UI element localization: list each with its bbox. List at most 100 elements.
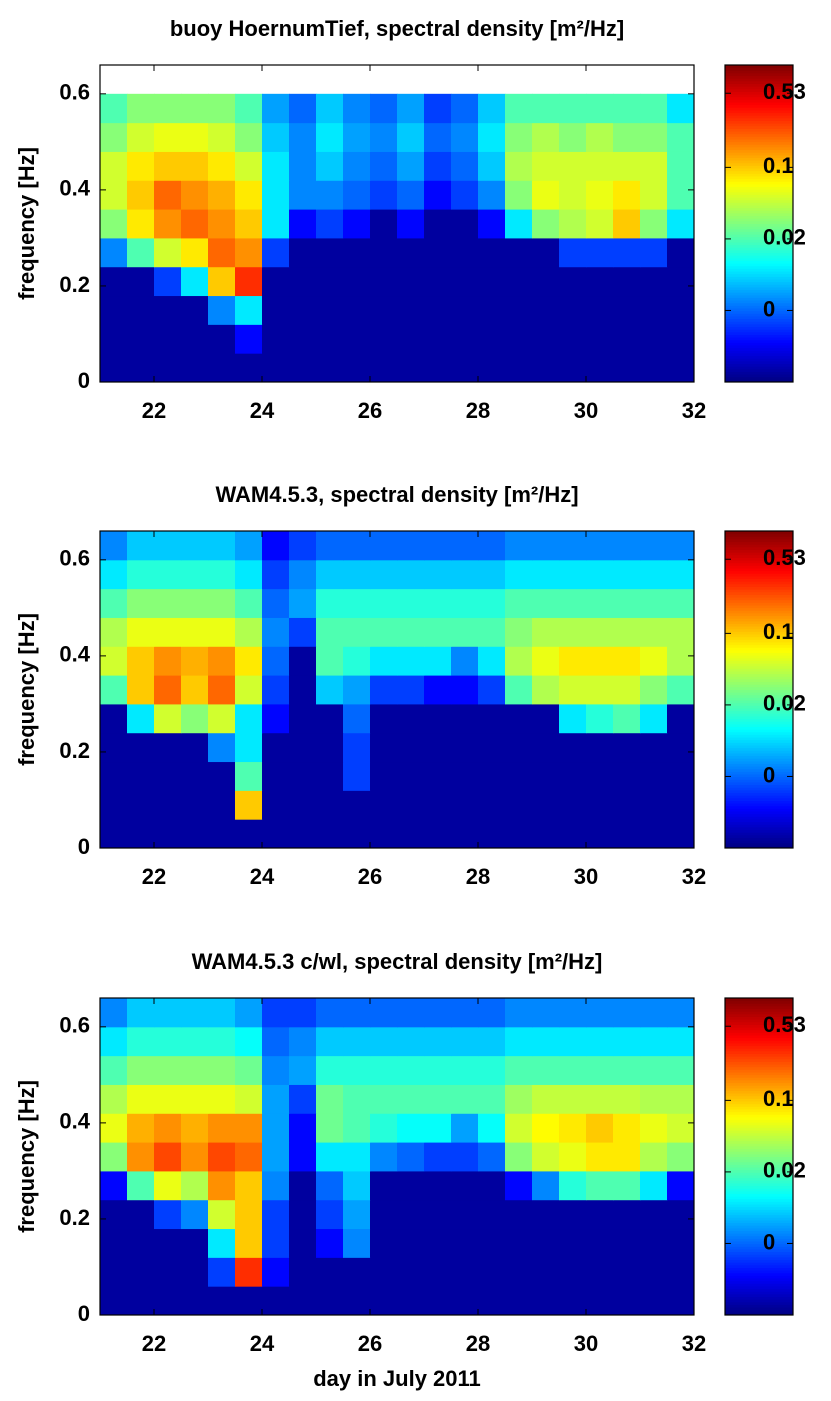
heatmap-cell: [424, 617, 452, 647]
colorbar-step: [725, 363, 793, 367]
heatmap-cell: [181, 1055, 209, 1085]
colorbar-step: [725, 1061, 793, 1065]
heatmap-cell: [451, 617, 479, 647]
heatmap-cell: [613, 266, 641, 297]
heatmap-cell: [532, 1084, 560, 1114]
colorbar-frame: [724, 64, 794, 383]
colorbar-step: [725, 1172, 793, 1176]
heatmap-cell: [208, 93, 236, 124]
heatmap-cell: [640, 790, 668, 820]
heatmap-cell: [262, 617, 290, 647]
heatmap-cell: [478, 588, 506, 618]
heatmap-cell: [370, 998, 398, 1028]
heatmap-cell: [586, 588, 614, 618]
heatmap-cell: [100, 266, 128, 297]
heatmap-cell: [505, 1257, 533, 1287]
colorbar-step: [725, 1153, 793, 1157]
heatmap-cell: [208, 1026, 236, 1057]
heatmap-cell: [532, 353, 560, 383]
heatmap-cell: [478, 1199, 506, 1230]
heatmap-cell: [343, 122, 371, 152]
heatmap-cell: [127, 531, 155, 561]
colorbar-step: [725, 737, 793, 741]
colorbar-step: [725, 1259, 793, 1263]
heatmap-cell: [100, 1170, 128, 1201]
heatmap-cell: [532, 1199, 560, 1230]
heatmap-cell: [505, 1055, 533, 1085]
heatmap-cell: [316, 93, 344, 124]
colorbar-step: [725, 297, 793, 301]
colorbar-step: [725, 175, 793, 180]
heatmap-cell: [343, 295, 371, 325]
heatmap-cell: [505, 93, 533, 124]
heatmap-cell: [397, 266, 425, 297]
heatmap-cell: [235, 1170, 263, 1201]
colorbar-step: [725, 1248, 793, 1253]
colorbar-step: [725, 165, 793, 169]
heatmap-cell: [424, 237, 452, 268]
colorbar-step: [725, 186, 793, 190]
heatmap-cell: [559, 1084, 587, 1114]
colorbar-step: [725, 620, 793, 624]
heatmap-cell: [343, 209, 371, 239]
heatmap-cell: [289, 93, 317, 124]
y-tick-label: 0: [78, 1301, 90, 1326]
heatmap-cell: [586, 237, 614, 268]
colorbar-step: [725, 226, 793, 230]
heatmap-cell: [100, 617, 128, 647]
heatmap-cell: [262, 588, 290, 618]
colorbar-step: [725, 112, 793, 116]
heatmap-cell: [532, 998, 560, 1028]
plot-frame: [99, 64, 695, 383]
heatmap-cell: [181, 122, 209, 152]
heatmap-cell: [235, 1113, 263, 1143]
heatmap-cell: [397, 1055, 425, 1085]
colorbar-step: [725, 1196, 793, 1200]
heatmap-cell: [343, 1286, 371, 1316]
heatmap-cell: [235, 998, 263, 1028]
heatmap-cell: [154, 151, 182, 181]
heatmap-cell: [559, 1286, 587, 1316]
heatmap-cell: [505, 324, 533, 354]
colorbar-step: [725, 115, 793, 119]
heatmap-cell: [505, 1113, 533, 1143]
colorbar-step: [725, 371, 793, 375]
heatmap-cell: [667, 1142, 695, 1172]
colorbar-step: [725, 88, 793, 92]
x-tick-label: 30: [574, 1331, 598, 1356]
colorbar-step: [725, 575, 793, 580]
colorbar-step: [725, 138, 793, 143]
colorbar-step: [725, 1230, 793, 1234]
colorbar-step: [725, 713, 793, 717]
heatmap-cell: [208, 761, 236, 791]
colorbar-step: [725, 1283, 793, 1287]
heatmap-cell: [532, 1055, 560, 1085]
heatmap-cell: [370, 761, 398, 791]
colorbar-step: [725, 191, 793, 195]
heatmap-cell: [667, 703, 695, 734]
x-tick-label: 32: [682, 1331, 706, 1356]
heatmap-cell: [586, 675, 614, 705]
heatmap-cell: [667, 1257, 695, 1287]
heatmap-cell: [613, 790, 641, 820]
heatmap-cell: [532, 559, 560, 590]
heatmap-cell: [370, 1199, 398, 1230]
heatmap-cell: [532, 266, 560, 297]
colorbar-step: [725, 573, 793, 577]
heatmap-cell: [127, 998, 155, 1028]
heatmap-cell: [586, 761, 614, 791]
heatmap-cell: [586, 1026, 614, 1057]
colorbar-step: [725, 374, 793, 378]
colorbar-step: [725, 557, 793, 561]
heatmap-cell: [667, 93, 695, 124]
heatmap-cell: [208, 1257, 236, 1287]
x-tick-label: 28: [466, 398, 490, 423]
heatmap-cell: [100, 819, 128, 849]
heatmap-cell: [208, 998, 236, 1028]
colorbar-step: [725, 1034, 793, 1039]
heatmap-cell: [154, 761, 182, 791]
heatmap-cell: [532, 324, 560, 354]
heatmap-cell: [181, 1170, 209, 1201]
colorbar-step: [725, 636, 793, 640]
colorbar-step: [725, 589, 793, 593]
